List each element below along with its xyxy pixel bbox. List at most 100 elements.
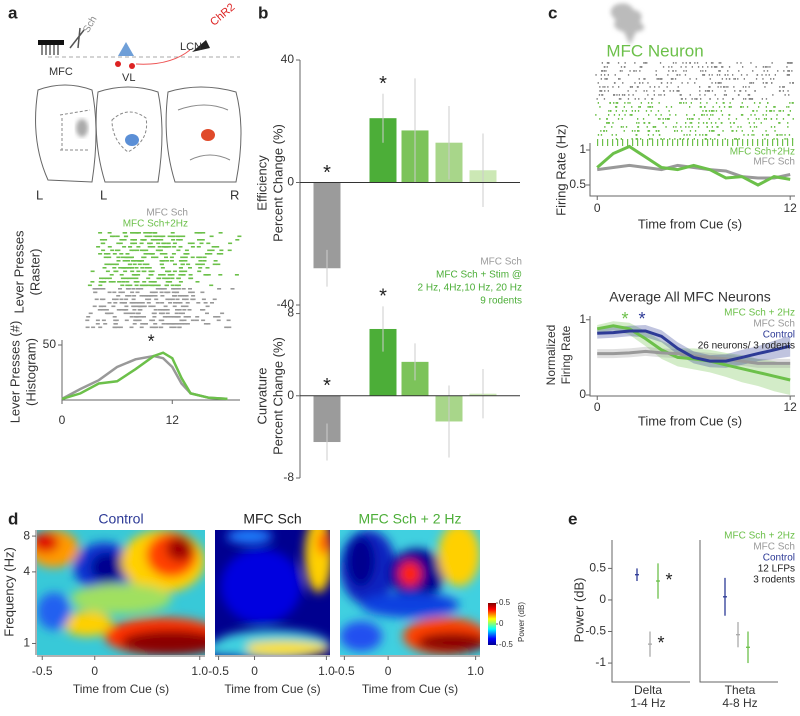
raster-tick bbox=[700, 98, 702, 100]
injection bbox=[125, 134, 139, 146]
raster-tick bbox=[662, 66, 665, 68]
raster-tick bbox=[133, 274, 137, 276]
raster-tick bbox=[170, 232, 175, 234]
raster-tick bbox=[720, 62, 722, 64]
axis-label: Time from Cue (s) bbox=[224, 682, 320, 696]
legend-entry: 2 Hz, 4Hz,10 Hz, 20 Hz bbox=[418, 283, 522, 294]
raster-tick bbox=[668, 118, 670, 120]
raster-tick bbox=[633, 70, 635, 72]
panel-letter: a bbox=[8, 3, 18, 22]
raster-tick bbox=[714, 94, 716, 96]
raster-tick bbox=[602, 86, 604, 88]
raster-tick bbox=[719, 74, 721, 76]
stim-tick bbox=[642, 139, 644, 146]
raster-tick bbox=[208, 253, 213, 255]
raster-tick bbox=[595, 114, 597, 116]
raster-tick bbox=[667, 74, 669, 76]
axis bbox=[589, 316, 795, 397]
raster-tick bbox=[142, 305, 146, 308]
x-tick-label: 1.0 bbox=[318, 664, 335, 678]
raster-tick bbox=[663, 90, 665, 92]
raster-tick bbox=[689, 94, 691, 96]
raster-tick bbox=[691, 118, 693, 120]
raster-tick bbox=[595, 74, 597, 76]
raster-tick bbox=[733, 122, 735, 124]
raster-tick bbox=[618, 86, 620, 88]
raster-tick bbox=[782, 86, 784, 88]
raster-tick bbox=[737, 78, 739, 80]
raster-tick bbox=[198, 267, 203, 269]
raster-tick bbox=[212, 263, 217, 266]
raster-tick bbox=[124, 298, 129, 301]
raster-tick bbox=[702, 74, 704, 76]
raster-tick bbox=[143, 323, 148, 325]
section-detail bbox=[177, 104, 231, 161]
raster-tick bbox=[699, 134, 701, 136]
raster-tick bbox=[131, 288, 136, 290]
raster-tick bbox=[735, 138, 737, 140]
raster-tick bbox=[145, 263, 150, 266]
raster-tick bbox=[663, 138, 665, 140]
raster-tick bbox=[164, 291, 169, 294]
raster-tick bbox=[644, 62, 646, 64]
raster-tick bbox=[669, 114, 671, 116]
raster-tick bbox=[103, 256, 108, 259]
raster-tick bbox=[663, 94, 666, 96]
raster-tick bbox=[634, 130, 636, 132]
raster-tick bbox=[665, 106, 668, 108]
x-tick-label: 0 bbox=[385, 664, 392, 678]
raster-tick bbox=[152, 239, 157, 241]
raster-tick bbox=[771, 62, 773, 64]
raster-tick bbox=[170, 284, 175, 287]
raster-tick bbox=[749, 126, 752, 128]
x-tick-label: 1.0 bbox=[191, 664, 208, 678]
raster-tick bbox=[146, 302, 151, 304]
raster-tick bbox=[680, 102, 682, 104]
raster-tick bbox=[170, 274, 175, 276]
raster-tick bbox=[691, 122, 693, 124]
raster-tick bbox=[157, 246, 162, 248]
raster-tick bbox=[786, 62, 789, 64]
stim-tick bbox=[607, 139, 609, 146]
raster-tick bbox=[607, 74, 609, 76]
raster-tick bbox=[665, 118, 667, 120]
raster-tick bbox=[676, 90, 678, 92]
raster-tick bbox=[700, 70, 702, 72]
raster-tick bbox=[113, 263, 118, 266]
raster-tick bbox=[637, 126, 639, 128]
raster-tick bbox=[643, 62, 645, 64]
raster-tick bbox=[669, 90, 671, 92]
legend-entry: MFC Sch + 2Hz bbox=[724, 531, 795, 542]
raster-tick bbox=[118, 242, 123, 245]
raster-tick bbox=[672, 126, 675, 128]
y-tick-label: 4 bbox=[23, 564, 30, 578]
stim-tick bbox=[662, 139, 664, 146]
y-tick-label: -40 bbox=[277, 297, 295, 311]
raster-tick bbox=[598, 94, 601, 96]
raster-tick bbox=[711, 130, 713, 132]
raster-tick bbox=[132, 263, 137, 266]
raster-tick bbox=[197, 270, 202, 273]
raster-tick bbox=[134, 267, 139, 269]
raster-tick bbox=[146, 277, 151, 280]
raster-tick bbox=[599, 90, 601, 92]
raster-tick bbox=[683, 134, 685, 136]
raster-tick bbox=[715, 110, 718, 112]
raster-tick bbox=[762, 134, 764, 136]
raster-tick bbox=[606, 78, 608, 80]
electrode bbox=[38, 40, 64, 45]
stim-tick bbox=[622, 139, 624, 146]
raster-tick bbox=[122, 309, 127, 311]
stim-tick bbox=[762, 139, 764, 146]
raster-tick bbox=[142, 295, 147, 297]
raster-tick bbox=[782, 118, 785, 120]
raster-tick bbox=[153, 323, 158, 325]
raster-tick bbox=[727, 86, 729, 88]
raster-tick bbox=[765, 110, 768, 112]
raster-tick bbox=[137, 263, 142, 266]
raster-tick bbox=[638, 122, 640, 124]
raster-tick bbox=[133, 319, 138, 322]
heatmap-blob bbox=[304, 530, 330, 593]
raster-tick bbox=[94, 298, 99, 301]
raster-tick bbox=[213, 260, 218, 262]
